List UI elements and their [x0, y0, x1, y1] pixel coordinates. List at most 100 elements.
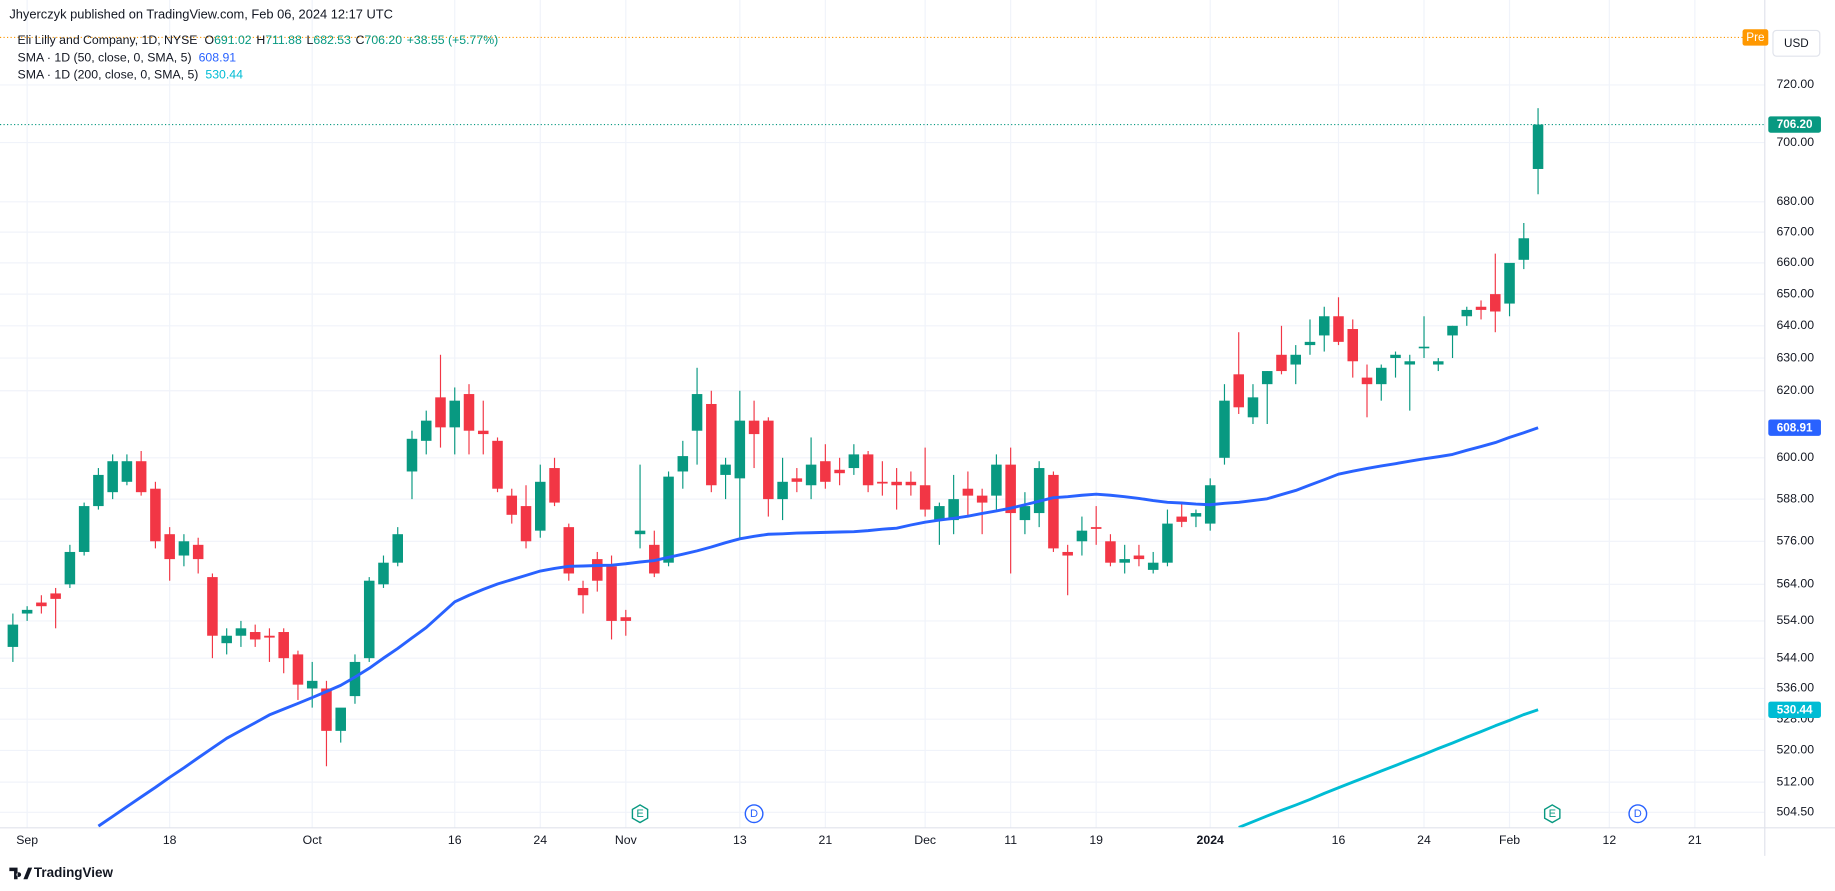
candle-body — [1247, 397, 1259, 418]
candle-body — [549, 468, 560, 503]
candle-body — [706, 403, 717, 486]
candle-body — [121, 461, 133, 482]
ohlc-value: 711.88 — [265, 33, 302, 47]
candle-body — [677, 456, 689, 472]
candle-body — [934, 506, 945, 521]
candle-body — [7, 624, 19, 647]
candle-body — [221, 635, 232, 644]
candle-body — [777, 481, 788, 500]
candle-body — [1304, 341, 1316, 346]
candle-body — [1076, 530, 1088, 542]
candle-body — [420, 420, 432, 441]
ohlc-key: O — [205, 33, 215, 47]
candle-body — [1033, 468, 1045, 514]
legend-value: 608.91 — [199, 51, 237, 65]
ohlc-key: L — [307, 33, 314, 47]
x-tick-label: 16 — [1332, 833, 1346, 847]
candle-body — [36, 602, 47, 607]
candle-body — [164, 534, 175, 560]
legend-entry: SMA · 1D (200, close, 0, SMA, 5) — [18, 68, 199, 82]
candle-body — [720, 464, 731, 475]
candle-body — [1190, 513, 1202, 517]
candle-body — [592, 559, 603, 581]
ohlc-value: 691.02 — [214, 33, 252, 47]
candle-body — [1261, 371, 1273, 385]
legend: Eli Lilly and Company, 1D, NYSE O691.02 H7… — [18, 33, 499, 82]
x-tick-label: Feb — [1499, 833, 1520, 847]
x-tick-label: 24 — [1417, 833, 1431, 847]
candle-body — [1133, 555, 1145, 560]
currency-text[interactable]: USD — [1784, 37, 1809, 50]
candle-body — [1361, 377, 1373, 385]
y-tick-label: 650.00 — [1776, 286, 1814, 300]
candle-body — [791, 478, 803, 482]
y-tick-label: 536.00 — [1776, 681, 1814, 695]
candle-body — [805, 464, 817, 486]
candle-body — [905, 481, 917, 486]
x-tick-label: 21 — [819, 833, 833, 847]
candle-body — [150, 488, 161, 542]
candle-body — [1090, 527, 1102, 529]
candle-body — [962, 488, 974, 496]
candle-body — [734, 420, 746, 479]
candle-body — [93, 474, 104, 507]
candle-body — [834, 469, 845, 474]
candle-body — [1333, 316, 1344, 342]
candle-body — [363, 580, 375, 659]
event-label: E — [1549, 808, 1556, 820]
candle-body — [1233, 374, 1244, 408]
candle-body — [919, 485, 931, 510]
candle-body — [1490, 294, 1501, 312]
candle-body — [1162, 523, 1173, 563]
event-marker — [1628, 804, 1648, 824]
y-tick-label: 544.00 — [1776, 650, 1814, 664]
price-badge — [1768, 701, 1821, 718]
candle-body — [1375, 367, 1387, 385]
candle-body — [520, 506, 532, 542]
candle-body — [321, 688, 332, 731]
candle-body — [1105, 541, 1116, 563]
y-tick-label: 564.00 — [1776, 577, 1814, 591]
candle-body — [435, 397, 446, 428]
y-tick-label: 700.00 — [1776, 135, 1814, 149]
candle-body — [891, 481, 902, 486]
event-label: E — [636, 808, 643, 820]
candle-body — [577, 587, 589, 596]
event-label: D — [1634, 808, 1642, 820]
candle-body — [349, 661, 361, 697]
x-tick-label: 16 — [448, 833, 462, 847]
legend-value: 530.44 — [205, 68, 243, 82]
candle-body — [1461, 309, 1473, 317]
sma-line — [1238, 708, 1539, 828]
x-tick-label: Sep — [16, 833, 38, 847]
candle-body — [306, 680, 318, 689]
candle-body — [1119, 559, 1130, 563]
legend-line: Eli Lilly and Company, 1D, NYSE O691.02 H7… — [18, 33, 499, 47]
candle-body — [620, 617, 632, 621]
candle-body — [1019, 506, 1031, 521]
brand-logo — [9, 867, 33, 880]
candle-body — [278, 632, 289, 659]
x-tick-label: 11 — [1004, 833, 1017, 847]
candle-body — [1048, 474, 1059, 549]
candle-body — [1318, 316, 1330, 336]
candle-body — [1447, 325, 1458, 336]
ohlc-value: 706.20 — [364, 33, 402, 47]
candle-body — [1147, 562, 1159, 570]
candle-body — [249, 632, 261, 640]
candle-body — [976, 495, 988, 503]
sma-line — [97, 426, 1539, 828]
legend-line: SMA · 1D (50, close, 0, SMA, 5) 608.91 — [18, 51, 237, 65]
y-tick-label: 554.00 — [1776, 613, 1814, 627]
y-tick-label: 576.00 — [1776, 534, 1814, 548]
brand-name: TradingView — [34, 865, 114, 880]
y-tick-label: 588.00 — [1776, 491, 1814, 505]
candle-body — [563, 527, 575, 574]
candle-body — [748, 420, 760, 435]
currency-button[interactable] — [1772, 29, 1821, 57]
change-value: +38.55 (+5.77%) — [407, 33, 498, 47]
candle-body — [135, 461, 147, 493]
symbol-name: Eli Lilly and Company, 1D, NYSE — [18, 33, 198, 47]
legend-line: SMA · 1D (200, close, 0, SMA, 5) 530.44 — [18, 68, 244, 82]
